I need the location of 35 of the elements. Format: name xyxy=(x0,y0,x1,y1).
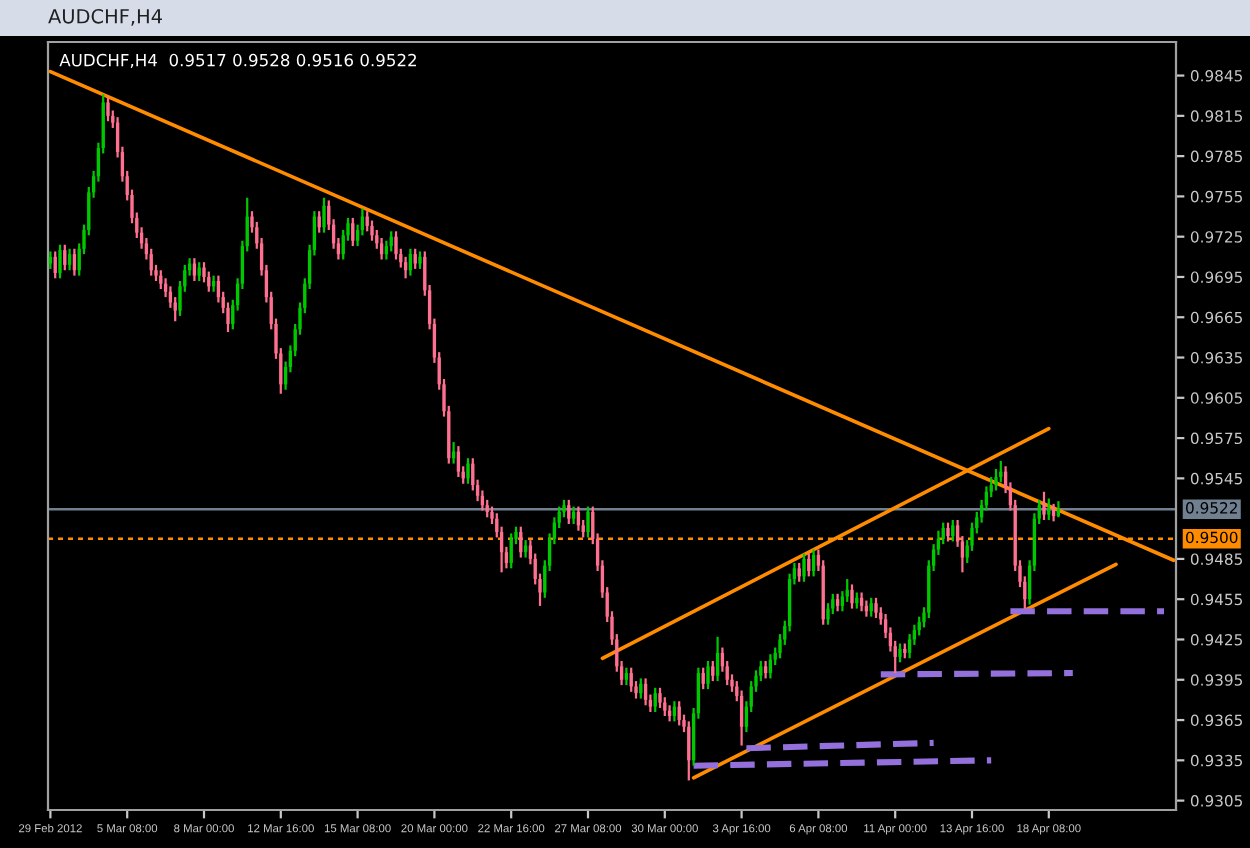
candlestick xyxy=(379,236,384,261)
candlestick xyxy=(653,686,657,714)
candlestick xyxy=(826,602,830,626)
candlestick xyxy=(370,219,374,242)
candlestick xyxy=(466,457,470,485)
candlestick xyxy=(946,521,950,543)
candlestick xyxy=(418,250,422,271)
candlestick xyxy=(394,230,398,261)
candlestick xyxy=(907,633,912,660)
candlestick xyxy=(994,467,998,492)
candlestick xyxy=(711,659,715,683)
candlestick xyxy=(106,95,110,123)
candlestick xyxy=(951,518,955,543)
candlestick xyxy=(58,243,62,280)
chart-title: AUDCHF,H4 xyxy=(48,8,162,26)
candlestick xyxy=(67,247,72,272)
candlestick xyxy=(874,596,878,620)
candlestick xyxy=(706,659,710,691)
candlestick xyxy=(658,686,662,710)
candlestick xyxy=(586,505,590,539)
candlestick xyxy=(202,261,206,284)
candlestick xyxy=(1042,490,1046,522)
candlestick xyxy=(322,196,326,234)
candlestick xyxy=(715,635,720,683)
candlestick xyxy=(63,243,67,272)
candlestick xyxy=(701,666,705,691)
candlestick xyxy=(351,216,355,248)
candlestick xyxy=(567,498,571,526)
candlestick xyxy=(850,583,854,610)
candlestick xyxy=(898,642,902,664)
candlestick xyxy=(845,577,849,603)
candlestick xyxy=(802,552,806,583)
candlestick xyxy=(1047,497,1051,522)
annotation: AUDCHF,H4 0.9517 0.9528 0.9516 0.9522 xyxy=(59,53,416,69)
candlestick xyxy=(413,247,417,271)
